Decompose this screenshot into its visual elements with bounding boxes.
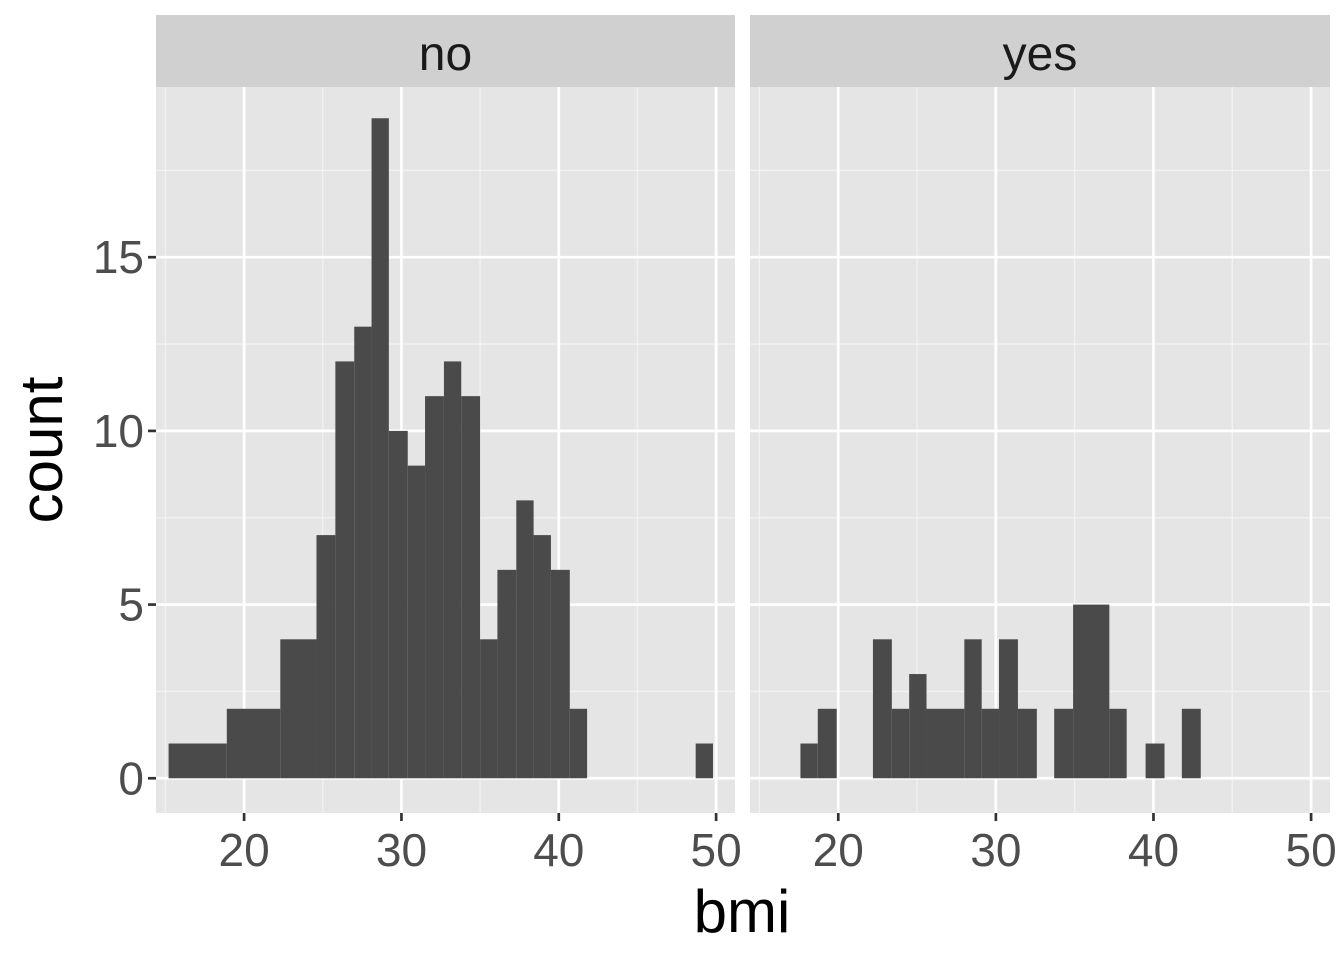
histogram-bar (371, 118, 389, 779)
y-axis: 0 5 10 15 (93, 231, 156, 804)
histogram-bar (497, 569, 517, 779)
y-tick-label: 0 (118, 752, 144, 804)
facet-strip-label: yes (1003, 28, 1078, 81)
histogram-bar (1017, 708, 1037, 779)
histogram-bar (354, 326, 372, 779)
histogram-bar (1054, 708, 1074, 779)
histogram-bar (1145, 743, 1165, 779)
histogram-bar (425, 396, 444, 779)
histogram-bar (1109, 708, 1127, 779)
x-tick-label: 40 (533, 824, 584, 876)
histogram-bar (964, 639, 982, 779)
histogram-bar (407, 465, 426, 779)
histogram-bar (872, 639, 892, 779)
x-tick-label: 30 (970, 824, 1021, 876)
histogram-bar (316, 535, 336, 779)
y-tick-label: 5 (118, 579, 144, 631)
y-tick-label: 15 (93, 231, 144, 283)
x-tick-label: 20 (813, 824, 864, 876)
histogram-bar (1181, 708, 1201, 779)
histogram-bar (280, 639, 317, 779)
histogram-bar (335, 361, 355, 779)
histogram-bar (168, 743, 227, 779)
histogram-bar (388, 430, 408, 779)
histogram-bar (569, 708, 588, 779)
histogram-bar (981, 708, 1000, 779)
histogram-bar (909, 674, 927, 779)
x-tick-label: 20 (219, 824, 270, 876)
histogram-bar (443, 361, 462, 779)
histogram-bar (891, 708, 910, 779)
histogram-bar (1073, 604, 1110, 779)
histogram-bar (480, 639, 498, 779)
histogram-bar (695, 743, 713, 779)
histogram-bar (516, 500, 534, 779)
histogram-bar (226, 708, 281, 779)
histogram-bar (550, 569, 570, 779)
x-tick-label: 50 (691, 824, 742, 876)
histogram-bar (533, 535, 551, 779)
x-tick-label: 30 (376, 824, 427, 876)
facet-strip (156, 15, 735, 87)
x-tick-label: 40 (1128, 824, 1179, 876)
facet-strip-label: no (419, 28, 472, 81)
histogram-bar (817, 708, 837, 779)
x-tick-label: 50 (1286, 824, 1337, 876)
histogram-bar (461, 396, 481, 779)
histogram-bar (999, 639, 1018, 779)
x-axis-title: bmi (694, 878, 791, 945)
histogram-bar (926, 708, 965, 779)
histogram-bar (800, 743, 818, 779)
facet-strip (750, 15, 1330, 87)
y-axis-title: count (8, 376, 75, 523)
facet-panel-yes: yes 20 30 40 50 (750, 15, 1337, 876)
y-tick-label: 10 (93, 405, 144, 457)
facet-panel-no: no 20 30 40 50 (156, 15, 742, 876)
